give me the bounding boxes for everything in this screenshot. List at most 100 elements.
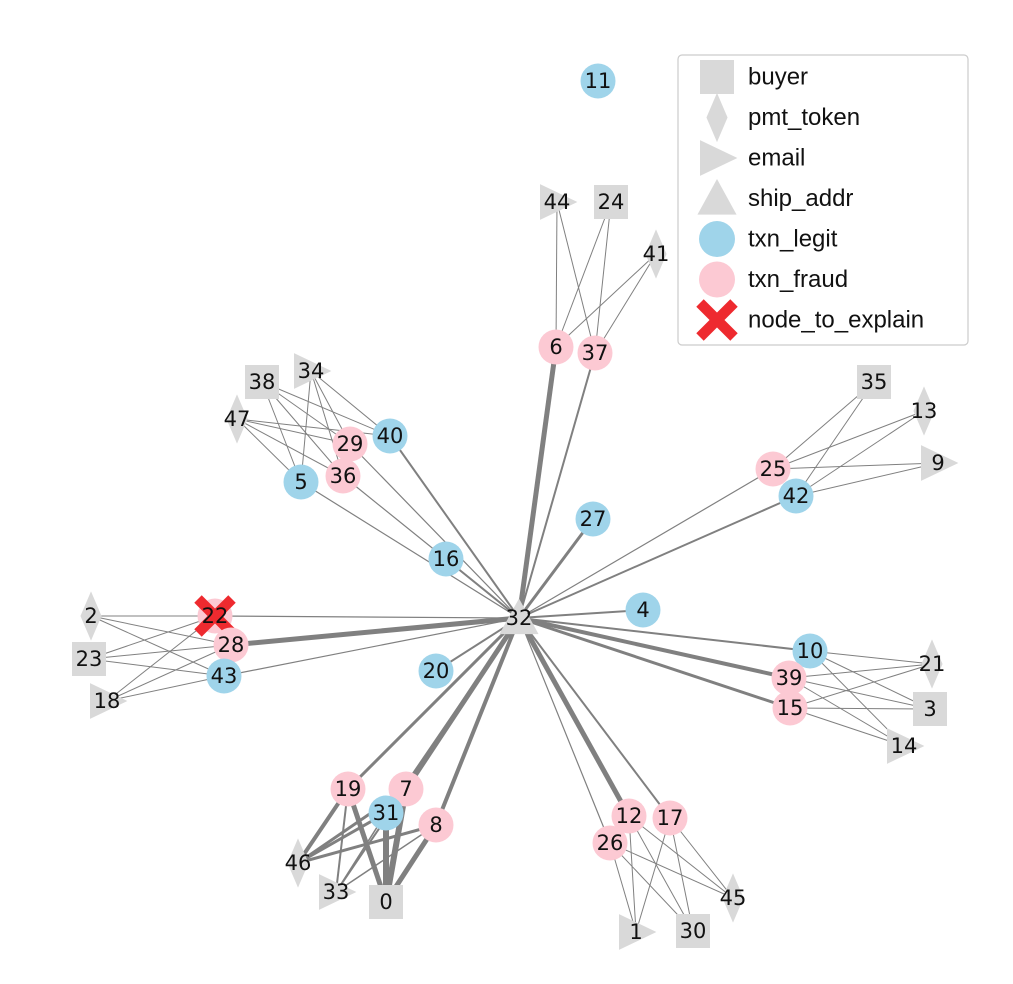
node-1[interactable]: 1: [619, 914, 657, 950]
node-24[interactable]: 24: [594, 185, 628, 219]
legend-label: txn_fraud: [748, 266, 848, 293]
node-41[interactable]: 41: [643, 229, 670, 279]
node-label: 3: [923, 697, 936, 721]
node-29[interactable]: 29: [332, 426, 368, 462]
edge-6-44: [555, 201, 558, 348]
edge-6-24: [555, 201, 612, 348]
email-marker: [90, 683, 128, 719]
edge-37-24: [594, 201, 612, 354]
node-17[interactable]: 17: [652, 800, 688, 836]
edge-32-12: [516, 616, 632, 818]
node-32[interactable]: 32: [499, 598, 539, 635]
node-30[interactable]: 30: [676, 914, 710, 948]
node-4[interactable]: 4: [625, 592, 661, 628]
node-28[interactable]: 28: [213, 627, 249, 663]
node-label: 24: [598, 190, 625, 214]
node-43[interactable]: 43: [206, 658, 242, 694]
edge-47-36: [236, 418, 344, 477]
node-9[interactable]: 9: [921, 445, 959, 481]
node-46[interactable]: 46: [285, 838, 312, 888]
node-3[interactable]: 3: [913, 692, 947, 726]
node-21[interactable]: 21: [919, 639, 946, 689]
node-0[interactable]: 0: [369, 885, 403, 919]
edge-32-25: [518, 468, 774, 619]
edge-23-28: [88, 644, 232, 660]
node-8[interactable]: 8: [418, 807, 454, 843]
edge-21-10: [809, 650, 933, 665]
pmt_token-marker: [645, 229, 667, 279]
node-42[interactable]: 42: [778, 478, 814, 514]
node-label: 13: [911, 399, 938, 423]
node-16[interactable]: 16: [428, 541, 464, 577]
node-6[interactable]: 6: [538, 329, 574, 365]
txn_fraud-marker: [325, 458, 361, 494]
legend-diamond-icon: [706, 92, 728, 143]
buyer-marker: [72, 642, 106, 676]
node-33[interactable]: 33: [319, 874, 357, 910]
edge-9-42: [795, 462, 939, 497]
node-18[interactable]: 18: [90, 683, 128, 719]
node-45[interactable]: 45: [720, 873, 747, 923]
edge-32-6: [516, 346, 559, 619]
node-44[interactable]: 44: [540, 184, 578, 220]
node-23[interactable]: 23: [72, 642, 106, 676]
node-40[interactable]: 40: [372, 418, 408, 454]
legend-item-buyer: buyer: [700, 60, 808, 94]
node-47[interactable]: 47: [224, 394, 251, 444]
node-38[interactable]: 38: [245, 365, 279, 399]
node-20[interactable]: 20: [418, 653, 454, 689]
email-marker: [319, 874, 357, 910]
node-27[interactable]: 27: [575, 501, 611, 537]
node-15[interactable]: 15: [772, 690, 808, 726]
pmt_token-marker: [80, 591, 102, 641]
node-13[interactable]: 13: [911, 386, 938, 436]
legend-item-email: email: [700, 140, 805, 176]
node-label: 28: [218, 633, 245, 657]
node-label: 42: [783, 484, 810, 508]
node-label: 22: [202, 604, 229, 628]
edges-layer: [88, 201, 939, 933]
node-19[interactable]: 19: [330, 771, 366, 807]
node-25[interactable]: 25: [755, 451, 791, 487]
node-label: 8: [429, 813, 442, 837]
node-37[interactable]: 37: [577, 335, 613, 371]
pmt_token-marker: [921, 639, 943, 689]
legend-square-icon: [700, 60, 734, 94]
node-35[interactable]: 35: [857, 365, 891, 399]
node-5[interactable]: 5: [283, 464, 319, 500]
node-34[interactable]: 34: [294, 353, 332, 389]
node-2[interactable]: 2: [80, 591, 102, 641]
node-label: 31: [373, 801, 400, 825]
edge-32-17: [518, 617, 671, 819]
node-39[interactable]: 39: [771, 660, 807, 696]
txn_fraud-marker: [772, 690, 808, 726]
node-31[interactable]: 31: [368, 795, 404, 831]
node-11[interactable]: 11: [580, 63, 616, 99]
txn_legit-marker: [283, 464, 319, 500]
node-22[interactable]: 22: [194, 595, 236, 637]
edge-26-45: [609, 842, 734, 899]
ship_addr-marker: [499, 598, 539, 635]
legend-triangle-right-icon: [700, 140, 738, 176]
node-26[interactable]: 26: [592, 825, 628, 861]
node-12[interactable]: 12: [611, 798, 647, 834]
legend-label: ship_addr: [748, 185, 853, 212]
node-label: 14: [891, 734, 918, 758]
node-label: 4: [636, 598, 649, 622]
node-label: 20: [423, 659, 450, 683]
node-36[interactable]: 36: [325, 458, 361, 494]
txn_fraud-marker: [652, 800, 688, 836]
node-14[interactable]: 14: [887, 728, 925, 764]
legend-item-pmt_token: pmt_token: [706, 92, 860, 143]
email-marker: [887, 728, 925, 764]
node-label: 11: [585, 69, 612, 93]
node-7[interactable]: 7: [388, 771, 424, 807]
txn_legit-marker: [580, 63, 616, 99]
node-label: 25: [760, 457, 787, 481]
node-10[interactable]: 10: [792, 633, 828, 669]
txn_fraud-marker: [611, 798, 647, 834]
edge-14-15: [789, 707, 905, 747]
edge-3-10: [809, 650, 931, 710]
legend-label: node_to_explain: [748, 307, 924, 334]
